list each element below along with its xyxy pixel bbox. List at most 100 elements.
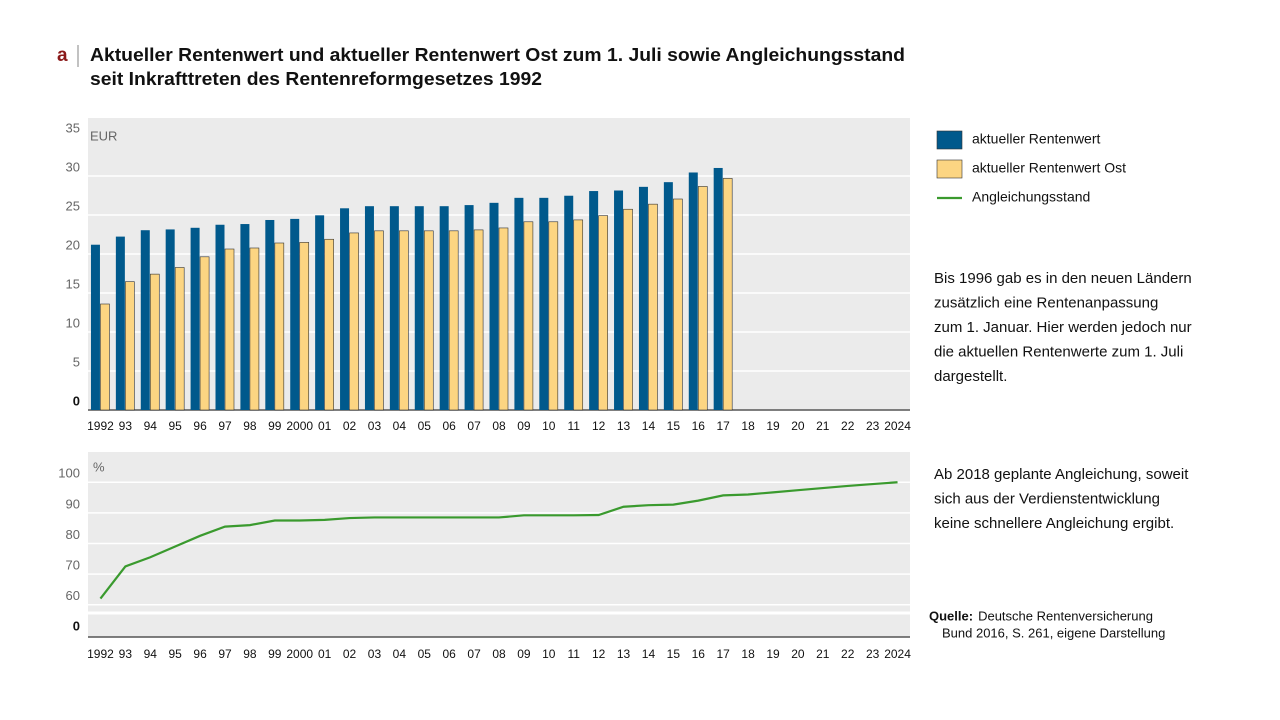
y-tick-label: 70	[66, 558, 80, 573]
bar	[697, 186, 708, 411]
x-tick-label: 99	[268, 419, 282, 433]
x-tick-label: 05	[418, 647, 432, 661]
x-tick-label: 13	[617, 419, 631, 433]
annotation: Ab 2018 geplante Angleichung, soweit	[934, 466, 1189, 483]
x-tick-label: 07	[467, 419, 481, 433]
x-tick-label: 20	[791, 647, 805, 661]
y-tick-label: 30	[66, 159, 80, 174]
legend-swatch	[936, 159, 963, 179]
bar	[448, 230, 459, 411]
annotation: zum 1. Januar. Hier werden jedoch nur	[934, 319, 1192, 336]
chart-title: seit Inkrafttreten des Rentenreformgeset…	[90, 69, 542, 89]
annotation: dargestellt.	[934, 368, 1007, 385]
source-label: Quelle:	[929, 608, 973, 623]
bar	[315, 215, 325, 410]
y-tick-label: 60	[66, 588, 80, 603]
x-tick-label: 18	[741, 647, 755, 661]
x-tick-label: 94	[144, 647, 158, 661]
legend-label: Angleichungsstand	[972, 189, 1090, 205]
bar	[623, 208, 633, 411]
x-tick-label: 09	[517, 647, 531, 661]
x-tick-label: 22	[841, 419, 855, 433]
annotation: die aktuellen Rentenwerte zum 1. Juli	[934, 343, 1183, 360]
x-tick-label: 99	[268, 647, 282, 661]
x-tick-label: 16	[692, 647, 706, 661]
bar	[224, 248, 235, 411]
annotation: zusätzlich eine Rentenanpassung	[934, 294, 1158, 311]
bar	[548, 221, 559, 411]
source-text: Deutsche Rentenversicherung	[978, 608, 1153, 623]
line-series	[99, 481, 898, 600]
bar	[688, 172, 698, 410]
x-tick-label: 14	[642, 419, 656, 433]
x-tick-label: 09	[517, 419, 531, 433]
unit-label: EUR	[90, 128, 117, 143]
bar	[423, 230, 434, 411]
bar	[389, 206, 399, 410]
bar	[498, 227, 509, 411]
annotation: sich aus der Verdienstentwicklung	[934, 490, 1160, 507]
x-tick-label: 12	[592, 419, 606, 433]
y-tick-label: 15	[66, 276, 80, 291]
x-tick-label: 02	[343, 647, 357, 661]
x-tick-label: 97	[218, 647, 232, 661]
x-tick-label: 08	[492, 419, 506, 433]
bar	[265, 219, 275, 410]
x-tick-label: 06	[443, 647, 457, 661]
plot-background	[88, 452, 910, 637]
bar	[190, 227, 200, 410]
x-tick-label: 15	[667, 419, 681, 433]
x-tick-label: 04	[393, 647, 407, 661]
bar	[589, 191, 599, 410]
x-tick-label: 94	[144, 419, 158, 433]
x-tick-label: 23	[866, 647, 880, 661]
x-tick-label: 01	[318, 647, 332, 661]
bar	[464, 205, 474, 410]
annotation: keine schnellere Angleichung ergibt.	[934, 515, 1174, 532]
bar	[349, 232, 359, 411]
y-tick-label: 35	[66, 120, 80, 135]
unit-label: %	[93, 459, 105, 474]
y-tick-label: 80	[66, 527, 80, 542]
bar	[638, 186, 648, 410]
bar	[240, 224, 250, 410]
bar	[663, 182, 673, 410]
bar	[673, 198, 683, 411]
source-text: Bund 2016, S. 261, eigene Darstellung	[942, 625, 1165, 640]
bar	[274, 242, 285, 411]
x-tick-label: 02	[343, 419, 357, 433]
x-tick-label: 13	[617, 647, 631, 661]
y-tick-label: 0	[73, 393, 80, 408]
bar	[722, 178, 733, 411]
x-tick-label: 23	[866, 419, 880, 433]
x-tick-label: 14	[642, 647, 656, 661]
bar	[199, 256, 210, 411]
bar	[489, 202, 499, 410]
bar	[100, 303, 110, 411]
bar	[523, 221, 534, 411]
bar	[399, 230, 409, 411]
y-tick-label: 90	[66, 496, 80, 511]
x-tick-label: 20	[791, 419, 805, 433]
chart-title: Aktueller Rentenwert und aktueller Rente…	[90, 45, 905, 65]
x-tick-label: 07	[467, 647, 481, 661]
x-tick-label: 97	[218, 419, 232, 433]
bar	[598, 215, 608, 411]
x-tick-label: 05	[418, 419, 432, 433]
x-tick-label: 17	[717, 647, 731, 661]
bar	[290, 218, 300, 410]
bar	[564, 195, 574, 410]
bar	[414, 206, 424, 410]
x-tick-label: 12	[592, 647, 606, 661]
bar	[299, 242, 310, 411]
x-tick-label: 11	[567, 419, 580, 433]
x-tick-label: 95	[169, 419, 183, 433]
x-tick-label: 21	[816, 647, 830, 661]
x-tick-label: 18	[741, 419, 755, 433]
legend-label: aktueller Rentenwert Ost	[972, 160, 1126, 176]
bar	[648, 203, 658, 411]
x-tick-label: 98	[243, 647, 257, 661]
x-tick-label: 1992	[87, 419, 114, 433]
bar	[374, 230, 384, 411]
